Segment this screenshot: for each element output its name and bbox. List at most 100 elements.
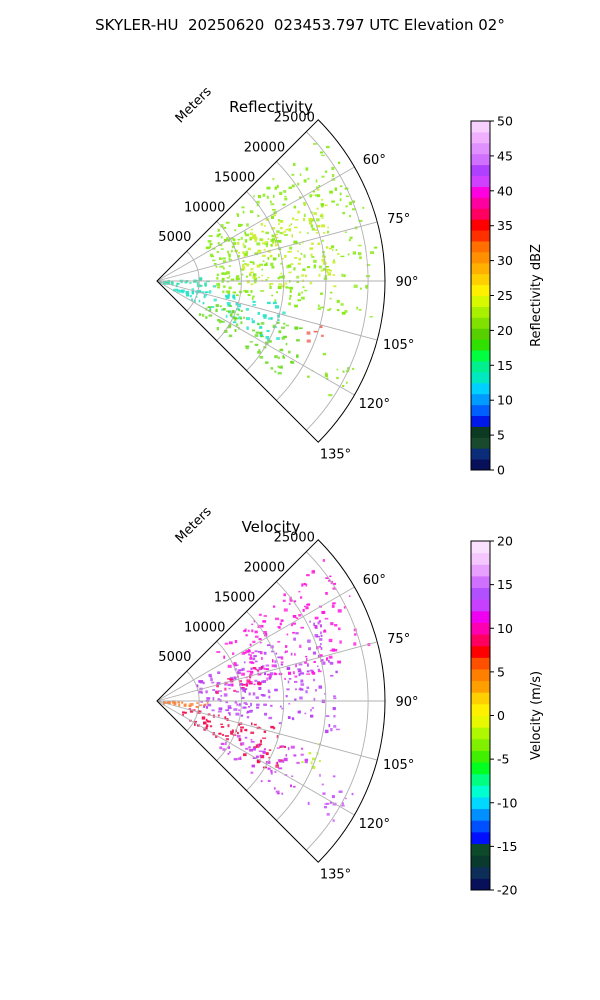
azimuth-tick-label: 105°: [383, 758, 414, 773]
colorbar-tick-label: 0: [497, 708, 505, 723]
colorbar-swatch: [471, 164, 490, 177]
colorbar-label: Velocity (m/s): [529, 671, 544, 760]
colorbar-swatch: [471, 251, 490, 264]
colorbar-swatch: [471, 339, 490, 351]
colorbar-swatch: [471, 328, 490, 340]
colorbar-swatch: [471, 750, 490, 763]
echo-region: [196, 620, 340, 734]
colorbar-tick-label: 40: [497, 183, 513, 198]
colorbar-swatch: [471, 541, 490, 554]
range-tick-label: 15000: [214, 590, 255, 605]
echo-region: [306, 325, 324, 343]
azimuth-spoke: [156, 641, 378, 702]
colorbar-swatch: [471, 197, 490, 209]
echo-region: [301, 743, 321, 769]
range-tick-label: 20000: [244, 141, 285, 156]
colorbar-swatch: [471, 738, 490, 751]
colorbar-swatch: [471, 785, 490, 798]
colorbar-swatch: [471, 878, 490, 891]
colorbar-swatch: [471, 295, 490, 307]
colorbar-swatch: [471, 762, 490, 775]
colorbar-swatch: [471, 773, 490, 786]
colorbar-swatch: [471, 219, 490, 231]
colorbar-tick-label: 15: [497, 358, 513, 373]
colorbar-swatch: [471, 668, 490, 682]
colorbar-swatch: [471, 564, 490, 577]
colorbar-swatch: [471, 843, 490, 856]
colorbar-tick-label: 10: [497, 393, 513, 408]
colorbar-tick-label: 0: [497, 463, 505, 478]
sector-outline: [156, 119, 386, 443]
echo-region: [198, 304, 303, 375]
colorbar-swatch: [471, 262, 490, 275]
azimuth-spoke: [156, 586, 355, 702]
colorbar-swatch: [471, 587, 490, 600]
colorbar-swatch: [471, 121, 490, 133]
colorbar-swatch: [471, 415, 490, 427]
range-tick-label: 25000: [274, 111, 315, 126]
azimuth-tick-label: 60°: [363, 573, 386, 588]
colorbar-swatch: [471, 855, 490, 868]
azimuth-spoke: [156, 221, 378, 282]
colorbar-swatch: [471, 360, 490, 373]
colorbar-swatch: [471, 284, 490, 296]
colorbar-swatch: [471, 610, 490, 623]
range-tick-label: 25000: [274, 531, 315, 546]
colorbar-swatch: [471, 692, 490, 705]
colorbar-swatch: [471, 448, 490, 460]
colorbar-tick-label: -5: [497, 752, 509, 767]
azimuth-tick-label: 90°: [395, 275, 418, 290]
echo-field: [157, 559, 371, 822]
colorbar-swatch: [471, 382, 490, 395]
azimuth-tick-label: 135°: [320, 448, 351, 463]
azimuth-spoke: [156, 280, 378, 341]
echo-region: [219, 734, 309, 795]
colorbar-swatch: [471, 371, 490, 384]
colorbar-swatch: [471, 727, 490, 740]
colorbar-tick-label: 45: [497, 148, 513, 163]
colorbar-swatch: [471, 866, 490, 879]
azimuth-tick-label: 120°: [359, 397, 390, 412]
colorbar-tick-label: 10: [497, 621, 513, 636]
azimuth-tick-label: 120°: [359, 817, 390, 832]
azimuth-tick-label: 60°: [363, 153, 386, 168]
sector-outline: [156, 539, 386, 863]
reflectivity-colorbar: 0 5 10 15 20 25 30 35 40 45 50 Reflectivity dBZ: [470, 114, 544, 478]
azimuth-tick-label: 75°: [387, 212, 410, 227]
colorbar-swatch: [471, 599, 490, 612]
colorbar-swatch: [471, 634, 490, 647]
colorbar-tick-label: 20: [497, 534, 513, 549]
colorbar-swatch: [471, 796, 490, 810]
colorbar-tick-label: 5: [497, 664, 505, 679]
azimuth-spoke: [156, 166, 355, 282]
colorbar-tick-label: 25: [497, 288, 513, 303]
colorbar-swatch: [471, 142, 490, 155]
velocity-panel: Velocity 60° 75° 90° 105° 120° 135° 5000 10000 15…: [156, 504, 419, 883]
colorbar-tick-label: 5: [497, 428, 505, 443]
colorbar-swatch: [471, 230, 490, 242]
colorbar-swatch: [471, 657, 490, 670]
range-tick-label: 5000: [158, 230, 191, 245]
echo-region: [307, 352, 355, 397]
azimuth-tick-label: 75°: [387, 632, 410, 647]
range-tick-label: 20000: [244, 561, 285, 576]
colorbar-tick-label: -10: [497, 795, 517, 810]
range-tick-label: 15000: [214, 170, 255, 185]
colorbar-swatch: [471, 437, 490, 449]
colorbar-swatch: [471, 393, 490, 406]
azimuth-tick-label: 135°: [320, 868, 351, 883]
azimuth-tick-label: 105°: [383, 338, 414, 353]
colorbar-swatch: [471, 153, 490, 166]
colorbar-swatch: [471, 680, 490, 693]
azimuth-spoke: [156, 280, 355, 396]
colorbar-swatch: [471, 240, 490, 253]
colorbar-swatch: [471, 703, 490, 716]
colorbar-swatch: [471, 820, 490, 833]
colorbar-label: Reflectivity dBZ: [529, 244, 544, 347]
echo-field: [158, 143, 378, 397]
echo-region: [236, 188, 340, 288]
range-axis-label: Meters: [173, 504, 215, 546]
colorbar-swatch: [471, 131, 490, 144]
panel-title: Reflectivity: [229, 98, 313, 116]
colorbar-tick-label: 20: [497, 323, 513, 338]
